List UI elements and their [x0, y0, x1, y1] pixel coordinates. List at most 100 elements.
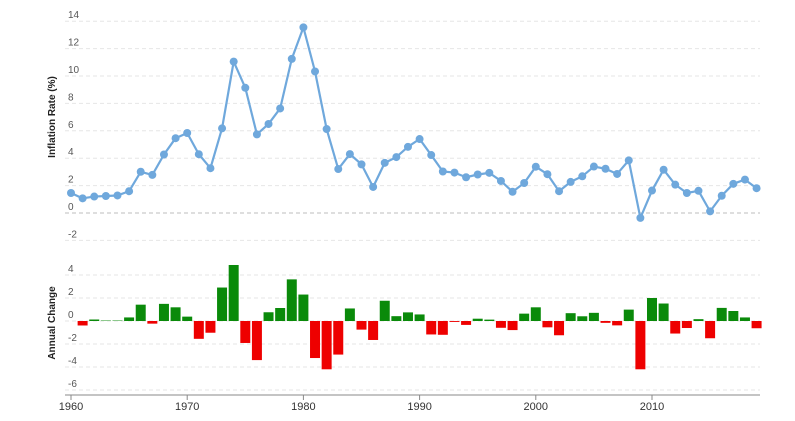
top-y-tick-label: 0 [68, 202, 74, 213]
annual-change-bar [344, 308, 355, 321]
annual-change-bar [135, 304, 146, 321]
annual-change-bar [530, 307, 541, 321]
inflation-point [415, 135, 424, 144]
inflation-point [334, 165, 343, 174]
annual-change-bar [263, 312, 274, 321]
annual-change-bar [426, 321, 437, 335]
top-panel-grid [65, 20, 760, 241]
top-y-tick-label: 12 [68, 38, 80, 49]
annual-change-bar [321, 321, 332, 370]
bottom-panel-grid [65, 274, 760, 391]
top-y-tick-label: 2 [68, 175, 74, 186]
inflation-point [241, 83, 250, 92]
annual-change-bar [158, 303, 169, 321]
annual-change-bar [565, 313, 576, 321]
inflation-point [566, 177, 575, 186]
inflation-point [78, 194, 87, 203]
inflation-point [276, 104, 285, 113]
bottom-panel-y-ticks: -6 -4 -2 0 2 4 [68, 264, 77, 390]
inflation-point [450, 168, 459, 177]
inflation-point [345, 150, 354, 159]
top-y-tick-label: 4 [68, 147, 74, 158]
inflation-point [601, 164, 610, 173]
inflation-point [369, 182, 378, 191]
annual-change-bar [449, 321, 460, 322]
annual-change-bar [728, 310, 739, 321]
inflation-point [159, 150, 168, 159]
annual-change-bar [751, 321, 762, 329]
inflation-point [473, 170, 482, 179]
inflation-point [101, 192, 110, 201]
inflation-point [659, 165, 668, 174]
annual-change-bar [124, 317, 135, 321]
inflation-point [67, 188, 75, 197]
annual-change-bar [414, 314, 425, 321]
inflation-point [229, 57, 238, 66]
inflation-points [67, 23, 761, 222]
annual-change-bar [461, 321, 472, 325]
annual-change-bar [368, 321, 379, 340]
annual-change-bar [147, 321, 158, 324]
annual-change-bar [670, 321, 681, 334]
inflation-point [148, 170, 157, 179]
inflation-point [555, 187, 564, 196]
annual-change-bar [286, 279, 297, 321]
inflation-point [438, 167, 447, 176]
annual-change-bar [554, 321, 565, 336]
x-tick-label: 1960 [59, 401, 83, 413]
inflation-point [287, 54, 296, 63]
annual-change-bar [77, 321, 88, 326]
annual-change-bar [89, 319, 100, 321]
annual-change-bar [182, 316, 193, 321]
inflation-point [694, 186, 703, 195]
annual-change-bar [519, 313, 530, 321]
inflation-point [113, 191, 122, 200]
annual-change-bar [542, 321, 553, 328]
annual-change-bar [588, 312, 599, 321]
annual-change-bar [205, 321, 216, 333]
annual-change-bar [391, 316, 402, 321]
inflation-point [90, 192, 99, 201]
x-tick-label: 1970 [175, 401, 199, 413]
x-tick-label: 1980 [291, 401, 315, 413]
annual-change-bar [193, 321, 204, 339]
x-tick-label: 1990 [407, 401, 431, 413]
inflation-point [520, 178, 529, 187]
inflation-point [427, 151, 436, 160]
annual-change-bar [228, 264, 239, 321]
inflation-point [264, 119, 273, 128]
top-y-tick-label: 10 [68, 65, 80, 76]
bottom-y-tick-label: -6 [68, 379, 77, 390]
inflation-point [624, 156, 633, 165]
annual-change-bar [647, 298, 657, 321]
annual-change-bar [298, 294, 309, 321]
inflation-point [648, 186, 656, 195]
inflation-point [136, 167, 145, 176]
annual-change-bar [402, 312, 413, 321]
inflation-point [485, 168, 494, 177]
bottom-y-tick-label: 2 [68, 287, 74, 298]
inflation-point [613, 169, 622, 178]
annual-change-bar [577, 316, 588, 321]
annual-change-bar [240, 321, 251, 343]
annual-change-bar [681, 321, 692, 329]
inflation-point [380, 158, 389, 167]
inflation-point [578, 172, 587, 181]
annual-change-bar [658, 303, 669, 321]
inflation-point [543, 170, 552, 179]
annual-change-bar [635, 321, 646, 370]
annual-change-bars [77, 264, 762, 370]
top-y-tick-label: 6 [68, 120, 74, 131]
inflation-point [125, 187, 134, 196]
top-y-tick-label: 14 [68, 10, 80, 21]
annual-change-bar [600, 321, 611, 323]
top-y-tick-label: 8 [68, 92, 74, 103]
bottom-y-tick-label: -2 [68, 333, 77, 344]
bottom-y-tick-label: -4 [68, 356, 77, 367]
inflation-point [392, 153, 401, 162]
annual-change-bar [484, 319, 495, 321]
top-y-axis-label: Inflation Rate (%) [47, 76, 58, 158]
annual-change-bar [472, 318, 483, 321]
inflation-point [740, 175, 749, 184]
